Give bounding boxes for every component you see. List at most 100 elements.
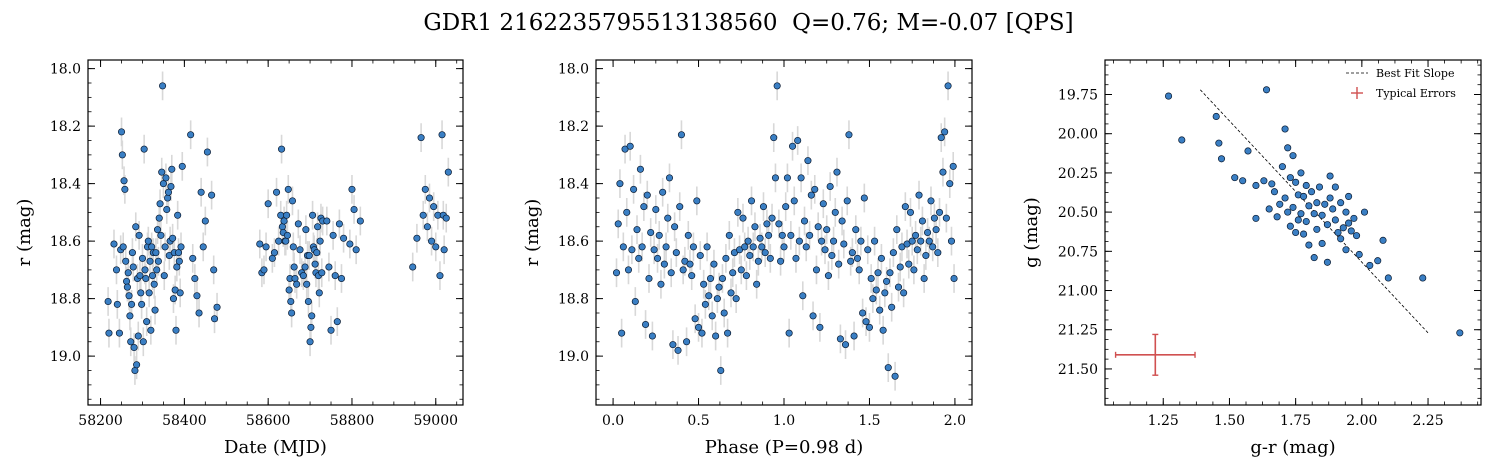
data-point	[352, 246, 360, 254]
data-point	[766, 254, 774, 262]
data-point	[168, 165, 176, 173]
data-point	[1350, 214, 1358, 222]
data-point	[906, 208, 915, 216]
data-point	[872, 286, 880, 294]
data-point	[1305, 202, 1313, 210]
data-point	[783, 174, 791, 182]
data-point	[826, 182, 834, 191]
data-point	[1318, 239, 1326, 248]
data-point	[657, 280, 665, 288]
data-point	[1262, 86, 1271, 94]
data-point	[289, 243, 297, 251]
data-point	[1345, 192, 1353, 200]
data-point	[701, 300, 709, 308]
data-point	[142, 274, 150, 283]
data-point	[294, 220, 302, 228]
data-point	[640, 203, 648, 211]
data-point	[350, 205, 358, 214]
data-point	[645, 274, 653, 283]
data-point	[788, 142, 797, 150]
data-point	[1313, 199, 1321, 207]
x-tick-label: 0.5	[687, 413, 709, 429]
data-point	[761, 249, 769, 257]
data-point	[1252, 181, 1260, 190]
data-point	[314, 223, 322, 231]
x-tick-label: 58200	[78, 413, 123, 429]
data-point	[173, 263, 181, 271]
data-point	[747, 197, 756, 205]
data-point	[421, 185, 429, 193]
data-point	[715, 283, 723, 291]
data-point	[662, 243, 670, 251]
data-point	[807, 191, 815, 199]
data-point	[1307, 188, 1316, 196]
data-point	[172, 326, 180, 334]
data-point	[275, 237, 283, 245]
data-point	[913, 246, 921, 254]
data-point	[1337, 199, 1345, 207]
data-point	[672, 249, 680, 257]
data-point	[874, 269, 882, 277]
y-tick-label: 20.50	[1058, 205, 1098, 221]
data-point	[693, 197, 701, 205]
data-point	[1270, 188, 1279, 196]
x-axis-label: g-r (mag)	[1250, 437, 1335, 458]
data-point	[708, 312, 716, 320]
data-point	[737, 266, 745, 274]
data-point	[1323, 258, 1331, 266]
y-axis-label: r (mag)	[14, 199, 35, 267]
data-point	[348, 185, 356, 193]
data-point	[862, 318, 870, 326]
data-point	[633, 226, 641, 234]
data-point	[790, 197, 798, 205]
data-point	[155, 214, 163, 222]
data-point	[157, 231, 165, 239]
data-point	[147, 326, 155, 334]
data-point	[937, 134, 945, 142]
data-point	[1286, 174, 1294, 182]
axes-frame	[1104, 59, 1482, 406]
data-point	[356, 217, 364, 225]
data-point	[335, 220, 343, 228]
data-point	[105, 329, 113, 337]
data-point	[1300, 230, 1308, 238]
data-point	[1323, 221, 1331, 229]
data-point	[785, 329, 793, 337]
data-point	[302, 226, 310, 234]
data-point	[197, 188, 205, 196]
data-point	[159, 82, 167, 90]
data-point	[1178, 136, 1186, 144]
data-point	[151, 306, 159, 314]
data-point	[1342, 246, 1350, 254]
data-point	[195, 309, 203, 317]
data-point	[804, 157, 812, 165]
data-point	[284, 185, 292, 193]
data-point	[944, 82, 952, 90]
data-point	[288, 197, 297, 205]
data-point	[177, 243, 185, 251]
data-point	[141, 266, 149, 274]
data-point	[121, 185, 129, 193]
data-point	[811, 185, 819, 193]
data-point	[739, 214, 747, 222]
data-point	[1313, 225, 1321, 233]
data-point	[1329, 205, 1337, 213]
data-point	[293, 280, 301, 288]
data-point	[309, 211, 317, 219]
data-point	[174, 249, 183, 257]
data-point	[1326, 172, 1334, 180]
data-point	[1292, 228, 1300, 237]
data-point	[154, 257, 162, 265]
data-point	[1379, 236, 1387, 244]
data-point	[288, 309, 296, 317]
data-point	[683, 338, 691, 346]
data-point	[647, 228, 655, 237]
data-point	[409, 263, 417, 271]
data-point	[264, 200, 272, 208]
data-point	[833, 168, 841, 176]
data-point	[818, 237, 826, 245]
data-point	[169, 295, 178, 303]
data-point	[643, 191, 651, 199]
y-tick-label: 19.0	[50, 349, 81, 365]
data-point	[888, 303, 896, 311]
